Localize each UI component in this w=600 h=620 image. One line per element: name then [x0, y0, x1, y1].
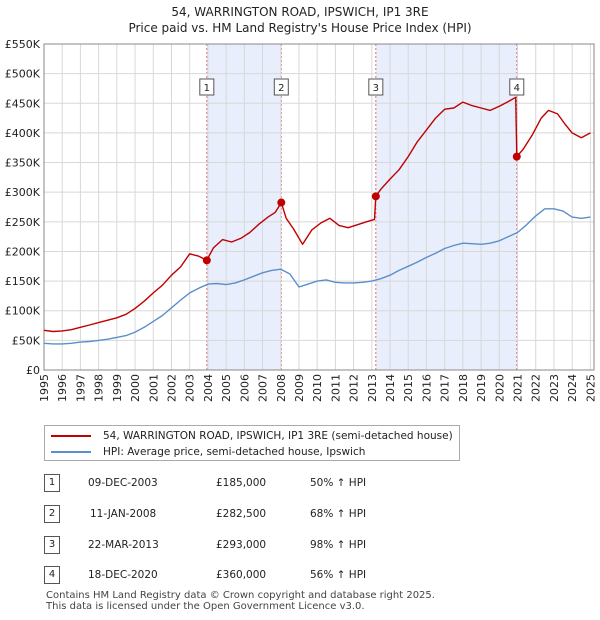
transaction-hpi: 50% ↑ HPI [310, 477, 367, 489]
title-address: 54, WARRINGTON ROAD, IPSWICH, IP1 3RE [171, 5, 429, 19]
series-lines [43, 96, 591, 345]
x-tick-label: 2012 [348, 374, 361, 402]
footer-copyright: Contains HM Land Registry data © Crown c… [46, 590, 435, 601]
sale-label: 2 [278, 83, 284, 94]
property-price-line [43, 96, 591, 333]
x-tick-label: 2019 [475, 374, 488, 402]
gridlines [43, 43, 594, 371]
y-tick-label: £400K [5, 127, 41, 140]
transaction-price: £293,000 [216, 539, 267, 551]
x-tick-label: 2013 [366, 374, 379, 402]
transaction-hpi: 56% ↑ HPI [310, 569, 367, 581]
transaction-badge: 1 [44, 474, 60, 492]
footer-attribution: Contains HM Land Registry data © Crown c… [46, 590, 435, 612]
x-tick-label: 2023 [548, 374, 561, 402]
transaction-date: 22-MAR-2013 [88, 539, 159, 551]
transaction-row: 4 18-DEC-2020 £360,000 56% ↑ HPI [44, 566, 464, 586]
legend: 54, WARRINGTON ROAD, IPSWICH, IP1 3RE (s… [44, 425, 460, 461]
x-tick-label: 1999 [111, 374, 124, 402]
x-tick-label: 2022 [530, 374, 543, 402]
y-tick-label: £150K [5, 275, 41, 288]
sale-label-box [509, 78, 525, 96]
transaction-hpi: 98% ↑ HPI [310, 539, 367, 551]
x-tick-label: 1995 [38, 374, 51, 402]
x-tick-label: 2025 [584, 374, 597, 402]
sale-point [277, 198, 286, 207]
transaction-price: £185,000 [216, 477, 267, 489]
x-tick-label: 1998 [93, 374, 106, 402]
chart-title: 54, WARRINGTON ROAD, IPSWICH, IP1 3RE Pr… [0, 4, 600, 36]
y-tick-label: £100K [5, 305, 41, 318]
transaction-row: 1 09-DEC-2003 £185,000 50% ↑ HPI [44, 474, 464, 494]
y-tick-label: £50K [12, 334, 41, 347]
x-tick-label: 2015 [402, 374, 415, 402]
transaction-price: £282,500 [216, 508, 267, 520]
transaction-hpi: 68% ↑ HPI [310, 508, 367, 520]
sale-markers: 1 2 3 4 [199, 78, 525, 265]
transaction-date: 11-JAN-2008 [90, 508, 157, 520]
title-subtitle: Price paid vs. HM Land Registry's House … [128, 21, 472, 35]
sale-point [202, 256, 211, 265]
x-tick-label: 2003 [184, 374, 197, 402]
x-tick-label: 2021 [512, 374, 525, 402]
x-tick-label: 2008 [275, 374, 288, 402]
transaction-badge: 4 [44, 566, 60, 584]
x-tick-label: 2017 [439, 374, 452, 402]
transaction-price: £360,000 [216, 569, 267, 581]
transaction-badge: 2 [44, 505, 60, 523]
sale-point [371, 192, 380, 201]
x-tick-label: 2010 [311, 374, 324, 402]
sale-point [512, 152, 521, 161]
sale-label: 1 [204, 83, 210, 94]
y-tick-label: £200K [5, 245, 41, 258]
plot-frame [43, 43, 595, 371]
sale-label-box [199, 78, 215, 96]
x-tick-label: 2004 [202, 374, 215, 402]
x-tick-label: 2006 [238, 374, 251, 402]
x-tick-label: 2005 [220, 374, 233, 402]
x-tick-label: 2001 [147, 374, 160, 402]
x-tick-label: 2014 [384, 374, 397, 402]
x-tick-label: 2000 [129, 374, 142, 402]
x-tick-label: 2007 [257, 374, 270, 402]
y-tick-label: £550K [5, 38, 41, 51]
axes: £0 £50K £100K £150K £200K £250K £300K £350K £400… [5, 38, 598, 402]
x-tick-label: 1996 [56, 374, 69, 402]
transaction-date: 09-DEC-2003 [88, 477, 158, 489]
y-tick-label: £350K [5, 157, 41, 170]
x-tick-label: 1997 [74, 374, 87, 402]
x-tick-label: 2018 [457, 374, 470, 402]
legend-label-hpi: HPI: Average price, semi-detached house,… [103, 446, 366, 458]
sale-label: 4 [514, 83, 520, 94]
legend-swatch-hpi [51, 451, 91, 453]
sale-label-box [368, 78, 384, 96]
legend-swatch-property [51, 435, 91, 437]
x-tick-label: 2011 [329, 374, 342, 402]
shaded-periods [206, 44, 518, 370]
y-tick-label: £250K [5, 216, 41, 229]
sale-label: 3 [373, 83, 379, 94]
y-tick-label: £300K [5, 186, 41, 199]
y-tick-label: £450K [5, 97, 41, 110]
legend-label-property: 54, WARRINGTON ROAD, IPSWICH, IP1 3RE (s… [103, 430, 453, 442]
shaded-period [375, 44, 517, 370]
transaction-row: 3 22-MAR-2013 £293,000 98% ↑ HPI [44, 536, 464, 556]
sale-label-box [273, 78, 289, 96]
transaction-date: 18-DEC-2020 [88, 569, 158, 581]
legend-item-property: 54, WARRINGTON ROAD, IPSWICH, IP1 3RE (s… [51, 428, 453, 444]
y-tick-label: £0 [26, 364, 40, 377]
legend-item-hpi: HPI: Average price, semi-detached house,… [51, 444, 365, 460]
price-chart: £0 £50K £100K £150K £200K £250K £300K £350K £400… [5, 38, 598, 402]
hpi-line [43, 208, 591, 345]
transaction-row: 2 11-JAN-2008 £282,500 68% ↑ HPI [44, 505, 464, 525]
transaction-badge: 3 [44, 536, 60, 554]
y-tick-label: £500K [5, 68, 41, 81]
footer-licence: This data is licensed under the Open Gov… [46, 601, 365, 612]
x-tick-label: 2016 [420, 374, 433, 402]
x-tick-label: 2024 [566, 374, 579, 402]
x-tick-label: 2002 [165, 374, 178, 402]
x-tick-label: 2020 [493, 374, 506, 402]
x-tick-label: 2009 [293, 374, 306, 402]
